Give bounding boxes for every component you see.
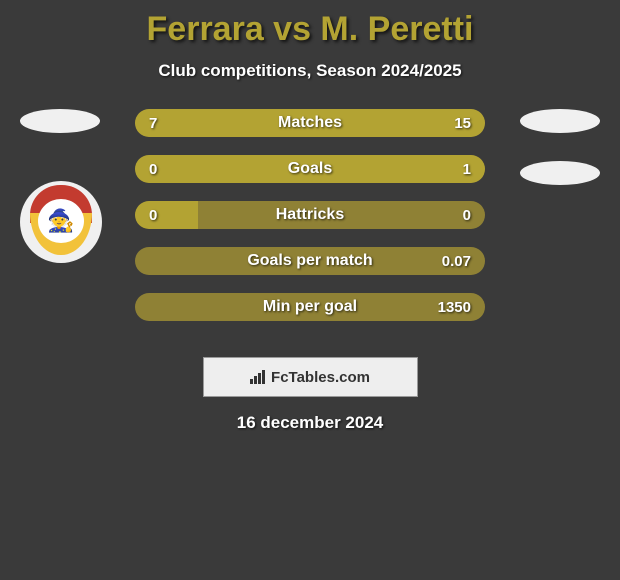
title: Ferrara vs M. Peretti	[0, 0, 620, 49]
bar-row: Hattricks0 0	[135, 201, 485, 229]
player-right-badge-placeholder-2	[520, 161, 600, 185]
bar-value-right: 1350	[438, 293, 471, 321]
footer-brand-box: FcTables.com	[203, 357, 418, 397]
footer-date: 16 december 2024	[0, 413, 620, 433]
bar-row: Min per goal1350	[135, 293, 485, 321]
bar-value-left: 0	[149, 201, 157, 229]
bar-row: Goals0 1	[135, 155, 485, 183]
club-crest-left: 🧙	[20, 181, 102, 263]
bar-label: Hattricks	[135, 201, 485, 229]
footer-brand-text: FcTables.com	[271, 369, 370, 386]
bar-row: Goals per match0.07	[135, 247, 485, 275]
crest-center: 🧙	[38, 199, 84, 243]
bar-value-right: 0	[463, 201, 471, 229]
bar-value-right: 15	[454, 109, 471, 137]
comparison-card: Ferrara vs M. Peretti Club competitions,…	[0, 0, 620, 580]
bar-label: Goals per match	[135, 247, 485, 275]
bar-label: Goals	[135, 155, 485, 183]
crest-icon: 🧙	[30, 185, 92, 259]
bar-label: Matches	[135, 109, 485, 137]
bar-value-right: 0.07	[442, 247, 471, 275]
bars-container: Matches715Goals01Hattricks00Goals per ma…	[135, 109, 485, 339]
bar-chart-icon	[250, 370, 265, 384]
bar-label: Min per goal	[135, 293, 485, 321]
player-right-badge-placeholder	[520, 109, 600, 133]
bar-value-left: 7	[149, 109, 157, 137]
subtitle: Club competitions, Season 2024/2025	[0, 61, 620, 81]
bar-value-left: 0	[149, 155, 157, 183]
player-left-badge-placeholder	[20, 109, 100, 133]
chart-area: 🧙 Matches715Goals01Hattricks00Goals per …	[0, 109, 620, 339]
bar-row: Matches7 15	[135, 109, 485, 137]
bar-value-right: 1	[463, 155, 471, 183]
